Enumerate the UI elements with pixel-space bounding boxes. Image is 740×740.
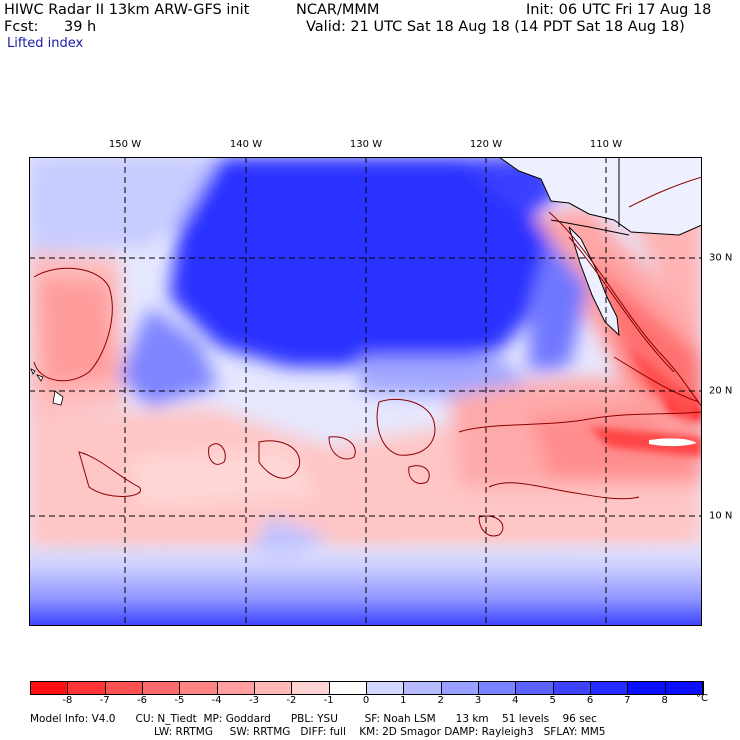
- init-time: Init: 06 UTC Fri 17 Aug 18: [526, 2, 712, 18]
- model-info-line2: LW: RRTMG SW: RRTMG DIFF: full KM: 2D Sm…: [154, 726, 606, 738]
- legend-tick-label: 7: [624, 695, 631, 706]
- model-center: NCAR/MMM: [296, 2, 380, 18]
- model-info-line1: Model Info: V4.0 CU: N_Tiedt MP: Goddard…: [30, 713, 597, 725]
- legend-tick-label: -7: [99, 695, 110, 706]
- legend-tick-label: -8: [62, 695, 73, 706]
- lon-label-130w: 130 W: [349, 139, 383, 150]
- forecast-label: Fcst:: [4, 19, 39, 35]
- legend-swatch: [665, 682, 703, 694]
- legend-tick-label: -4: [211, 695, 222, 706]
- legend-tick-label: 4: [512, 695, 519, 706]
- forecast-hour: 39 h: [64, 19, 97, 35]
- legend-tick-label: 3: [474, 695, 482, 706]
- lon-label-150w: 150 W: [108, 139, 142, 150]
- field-name: Lifted index: [7, 36, 84, 51]
- legend-swatch: [142, 682, 181, 694]
- legend-swatch: [516, 682, 554, 694]
- legend-unit: °C: [696, 693, 708, 704]
- legend-swatch: [628, 682, 666, 694]
- legend-tick-label: -5: [174, 695, 185, 706]
- legend-swatch: [441, 682, 479, 694]
- lat-label-30n: 30 N: [709, 252, 733, 264]
- lifted-index-map: [29, 157, 702, 626]
- hawaii-islands: [30, 368, 64, 406]
- color-legend: [30, 681, 704, 695]
- legend-swatch: [553, 682, 591, 694]
- legend-swatch: [68, 682, 106, 694]
- valid-time: Valid: 21 UTC Sat 18 Aug 18 (14 PDT Sat …: [306, 19, 685, 35]
- lon-label-120w: 120 W: [469, 139, 503, 150]
- legend-tick-label: -2: [286, 695, 297, 706]
- shaded-field: [29, 157, 702, 626]
- legend-swatch: [31, 682, 69, 694]
- legend-ticks: -8 -7 -6 -5 -4 -3 -2 -1 0 1 2 3 4 5 6 7 8: [30, 695, 702, 709]
- legend-swatch: [292, 682, 330, 694]
- legend-tick-label: -6: [137, 695, 147, 706]
- legend-swatch: [404, 682, 442, 694]
- legend-swatch: [217, 682, 255, 694]
- map-frame: [29, 157, 702, 626]
- lon-label-140w: 140 W: [229, 139, 263, 150]
- legend-swatch: [366, 682, 405, 694]
- lat-lon-grid: [29, 157, 702, 626]
- legend-swatch: [478, 682, 517, 694]
- legend-tick-label: 0: [362, 695, 370, 706]
- lat-label-10n: 10 N: [709, 510, 733, 522]
- legend-tick-label: 5: [549, 695, 556, 706]
- lon-label-110w: 110 W: [589, 139, 623, 150]
- legend-tick-label: 8: [661, 695, 668, 706]
- contours: [33, 176, 702, 537]
- legend-swatch: [329, 682, 367, 694]
- legend-tick-label: 1: [400, 695, 407, 706]
- white-patch: [649, 438, 697, 447]
- legend-tick-label: -3: [249, 695, 259, 706]
- legend-swatch: [590, 682, 629, 694]
- lat-label-20n: 20 N: [709, 385, 733, 397]
- legend-swatch: [105, 682, 143, 694]
- legend-tick-label: -1: [323, 695, 334, 706]
- legend-swatch: [254, 682, 293, 694]
- legend-swatch: [180, 682, 218, 694]
- legend-tick-label: 2: [437, 695, 444, 706]
- borders: [550, 157, 630, 236]
- legend-tick-label: 6: [586, 695, 594, 706]
- plot-title: HIWC Radar II 13km ARW-GFS init: [4, 2, 250, 18]
